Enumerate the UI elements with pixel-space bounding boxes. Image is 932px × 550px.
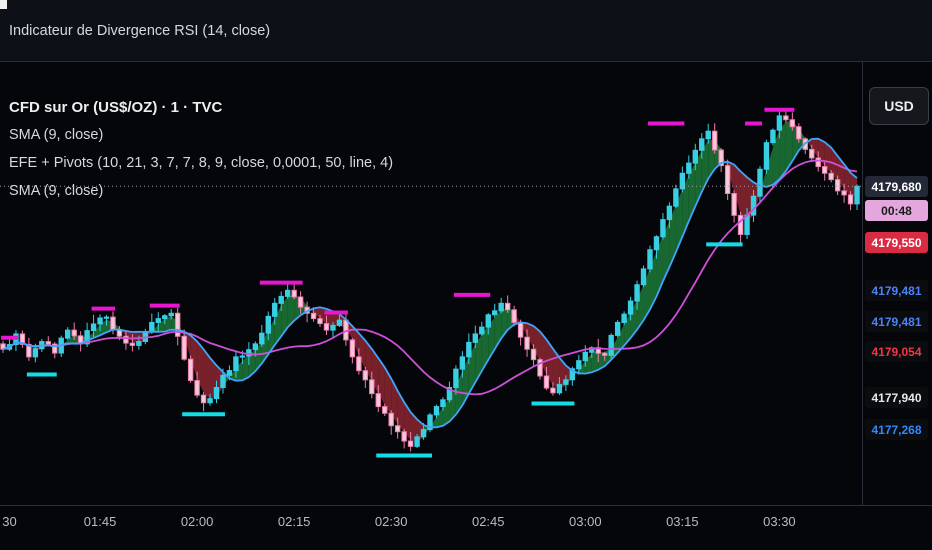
price-axis-label: 4179,550 — [865, 232, 928, 253]
ui-artifact — [0, 0, 7, 9]
time-axis-label: 02:30 — [374, 514, 408, 529]
indicator-title[interactable]: Indicateur de Divergence RSI (14, close) — [9, 22, 271, 39]
time-axis-label: 03:00 — [569, 514, 602, 529]
time-axis-divider — [0, 505, 932, 506]
legend-sma-1[interactable]: SMA (9, close) — [9, 126, 104, 143]
time-axis-label: 02:00 — [180, 514, 214, 529]
legend-sma-2[interactable]: SMA (9, close) — [9, 182, 104, 199]
time-axis-label: 02:45 — [471, 514, 505, 529]
currency-unit-button[interactable]: USD — [869, 87, 929, 125]
price-axis[interactable]: 4179,680 00:48 4179,550 4179,481 4179,481 417… — [862, 0, 932, 550]
candlestick-chart[interactable] — [0, 62, 862, 505]
price-axis-label: 4179,481 — [865, 280, 928, 301]
time-axis-label: 03:30 — [763, 514, 796, 529]
bar-countdown-label: 00:48 — [865, 200, 928, 221]
price-axis-divider — [862, 62, 863, 505]
price-axis-label: 4177,940 — [865, 387, 928, 408]
legend-efe-pivots[interactable]: EFE + Pivots (10, 21, 3, 7, 7, 8, 9, clo… — [9, 154, 394, 171]
time-axis[interactable]: 30 01:45 02:00 02:15 02:30 02:45 03:00 03:15 03:… — [0, 505, 932, 550]
time-axis-label: 02:15 — [277, 514, 311, 529]
chart-legend: CFD sur Or (US$/OZ) · 1 · TVC SMA (9, cl… — [9, 93, 393, 205]
time-axis-label: 30 — [2, 514, 17, 529]
time-axis-label: 03:15 — [666, 514, 699, 529]
indicator-header-bar: Indicateur de Divergence RSI (14, close) — [0, 0, 932, 62]
price-axis-label: 4179,054 — [865, 341, 928, 362]
price-axis-label: 4179,680 — [865, 176, 928, 197]
symbol-title[interactable]: CFD sur Or (US$/OZ) · 1 · TVC — [9, 98, 223, 116]
time-axis-label: 01:45 — [83, 514, 117, 529]
price-axis-label: 4179,481 — [865, 311, 928, 332]
price-axis-label: 4177,268 — [865, 419, 928, 440]
